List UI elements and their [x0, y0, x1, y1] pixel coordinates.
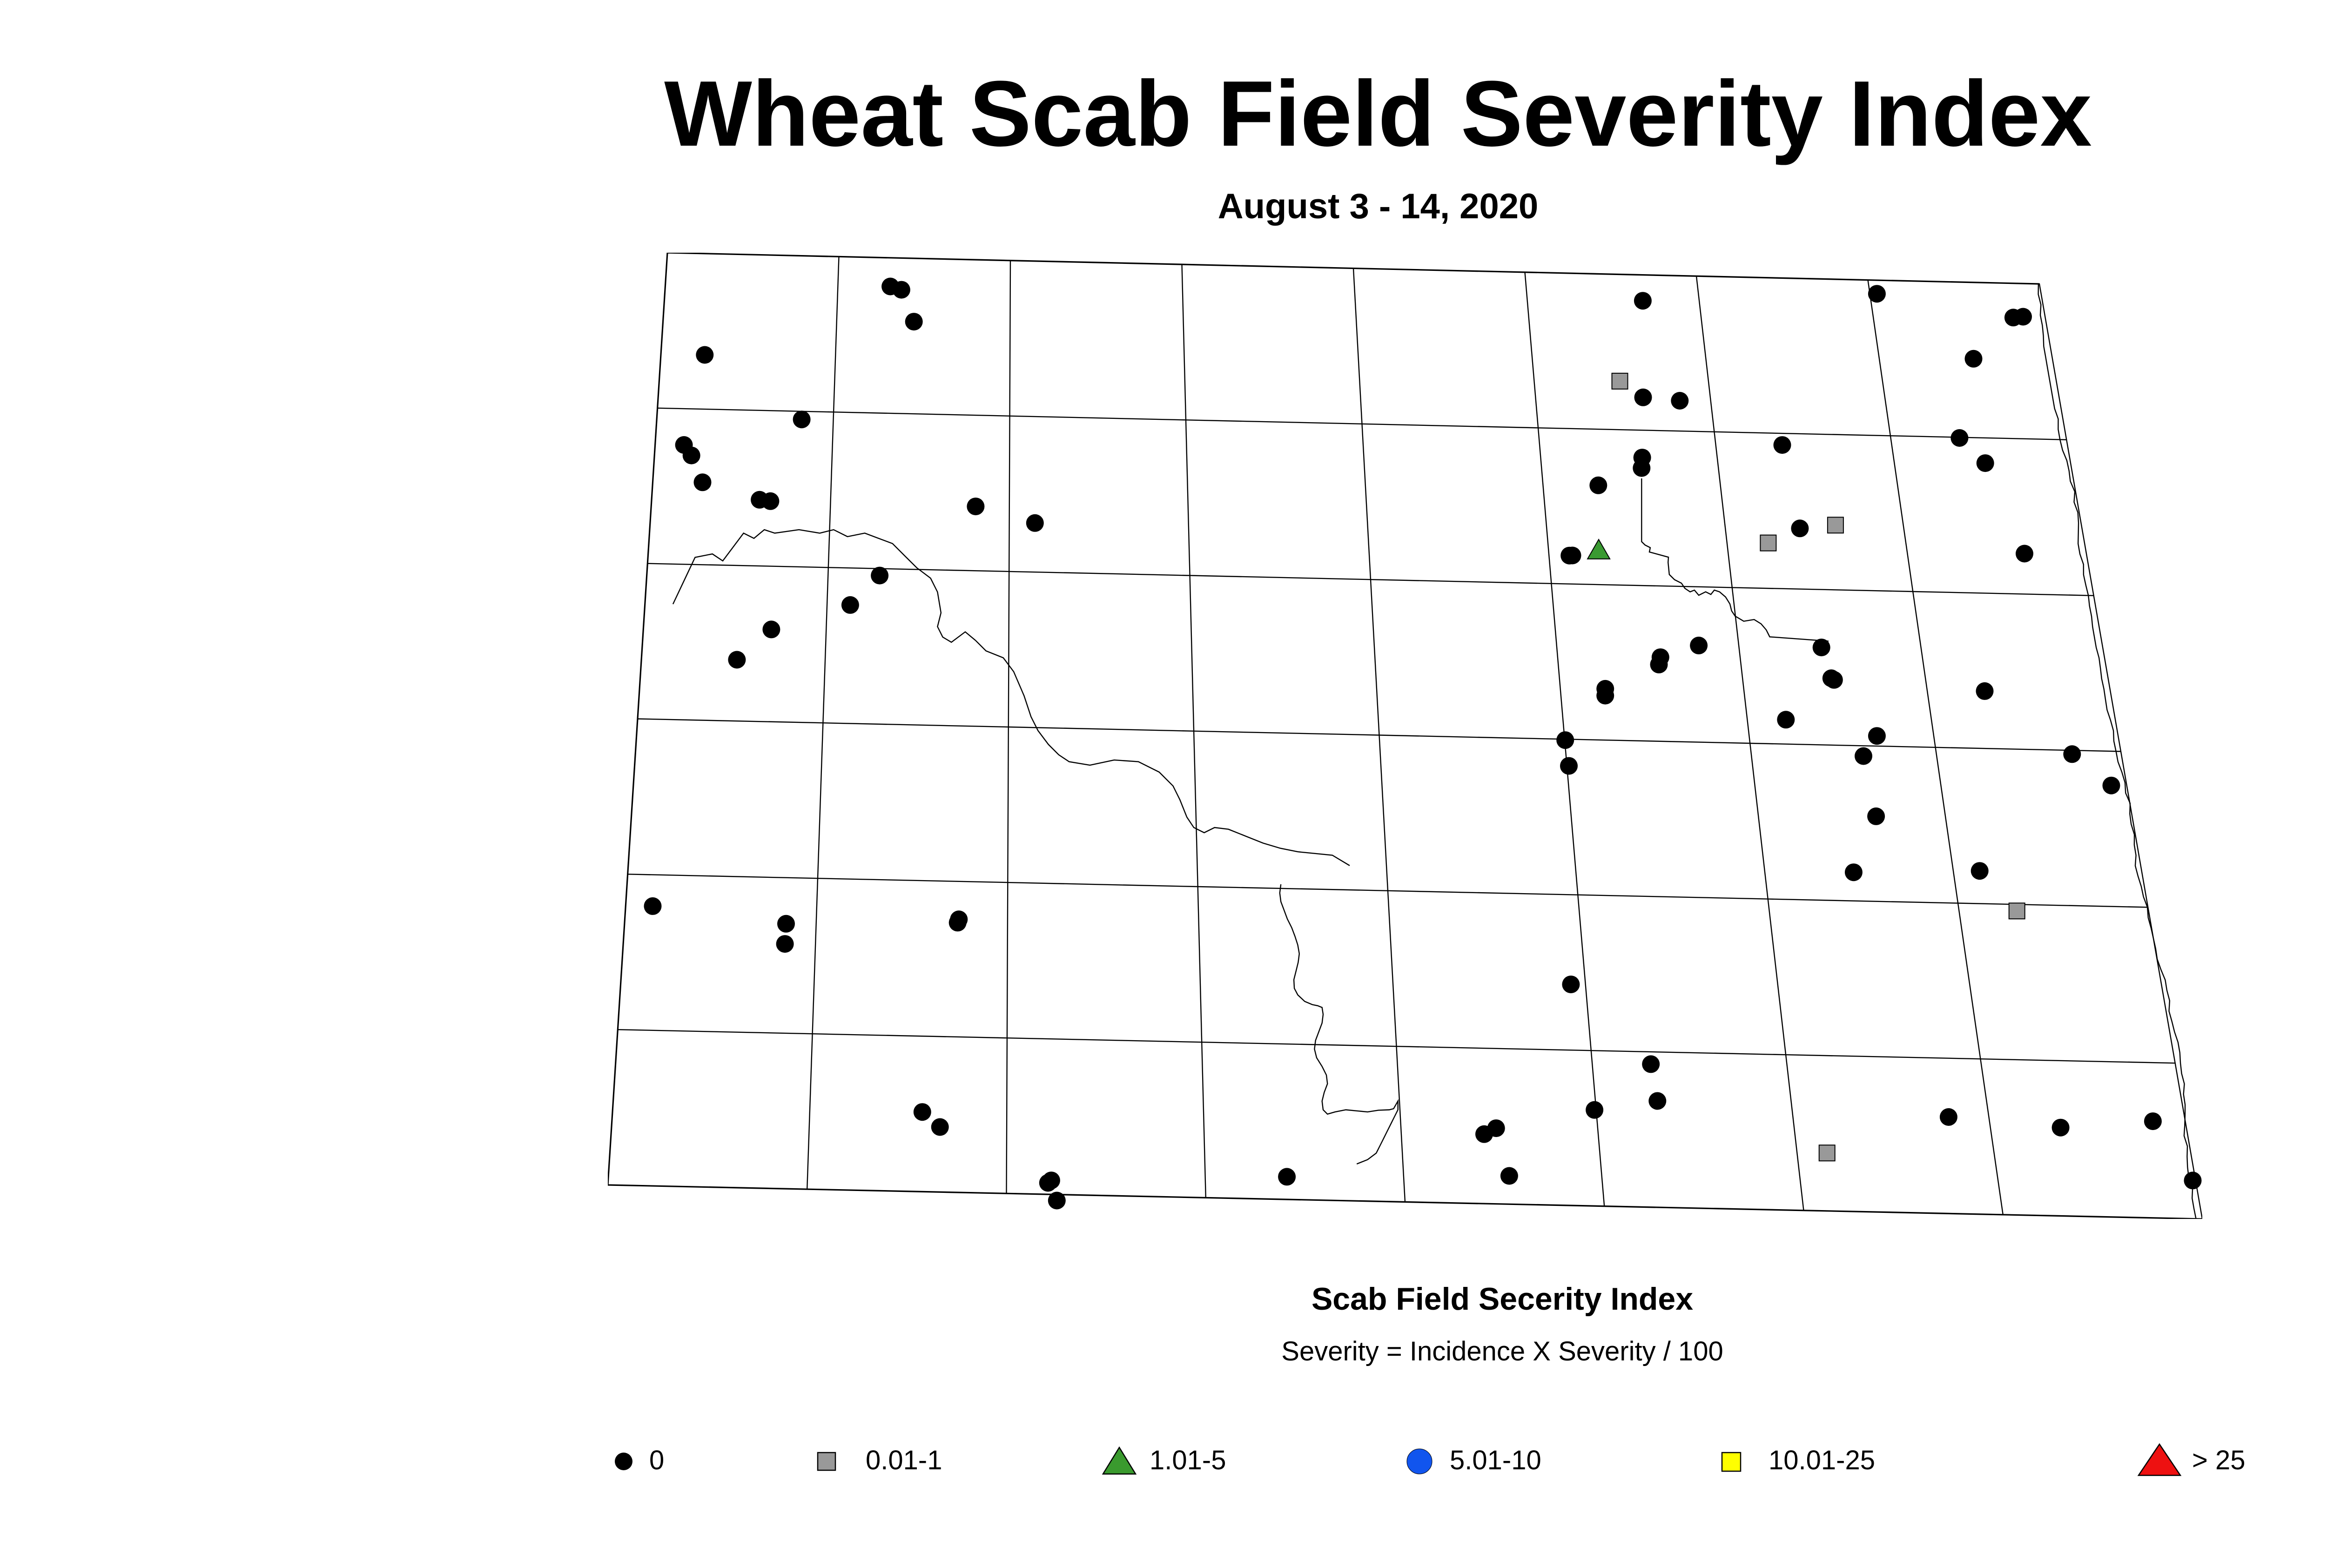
svg-text:1.01-5: 1.01-5 — [1150, 1445, 1226, 1475]
svg-text:> 25: > 25 — [2192, 1445, 2246, 1475]
svg-text:0: 0 — [649, 1445, 664, 1475]
svg-text:10.01-25: 10.01-25 — [1769, 1445, 1875, 1475]
svg-text:0.01-1: 0.01-1 — [866, 1445, 942, 1475]
svg-text:5.01-10: 5.01-10 — [1450, 1445, 1541, 1475]
